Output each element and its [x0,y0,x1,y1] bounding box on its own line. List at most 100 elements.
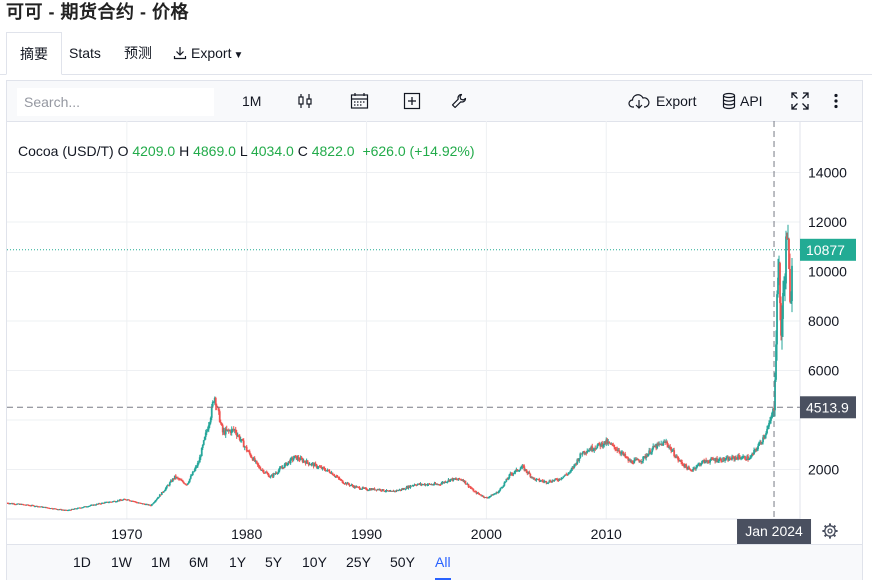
more-options-button[interactable] [833,81,839,121]
candle-body [671,450,674,452]
candle-body [772,408,774,413]
candle-body [705,459,708,462]
range-10y[interactable]: 10Y [302,554,327,570]
candle-body [766,429,768,434]
api-button[interactable]: API [722,81,763,121]
chart-type-button[interactable] [296,81,314,121]
candle-body [394,490,397,492]
range-all[interactable]: All [435,545,451,580]
tab-export[interactable]: Export ▼ [173,32,243,74]
candle-body [36,505,38,507]
candle-body [492,494,495,496]
candle-body [185,484,188,486]
range-6m[interactable]: 6M [189,554,209,570]
candle-body [501,486,504,488]
candle-body [143,503,146,505]
cloud-download-icon [628,94,650,109]
candle-body [356,486,359,488]
candle-body [265,472,268,474]
range-5y[interactable]: 5Y [265,554,283,570]
candle-body [159,494,162,496]
candle-body [788,238,790,269]
candle-body [328,470,331,473]
search-input[interactable] [17,88,214,116]
candle-body [748,459,750,461]
candle-body [493,493,496,495]
candle-body [374,489,377,491]
range-1d[interactable]: 1D [73,554,91,570]
candle-body [319,466,322,468]
crosshair-date-label: Jan 2024 [745,523,803,539]
export-button[interactable]: Export [628,81,696,121]
interval-button[interactable]: 1M [242,93,262,109]
candle-body [463,480,466,482]
candle-body [296,457,299,460]
candle-body [758,442,760,446]
candle-body [578,458,581,461]
candle-body [584,452,587,454]
range-25y[interactable]: 25Y [346,554,371,570]
range-1m[interactable]: 1M [151,554,171,570]
candle-body [107,502,110,504]
candle-body [277,470,280,473]
candle-body [113,501,116,503]
candle-body [582,451,585,454]
candle-body [56,508,58,510]
candle-body [271,474,274,477]
candle-body [305,460,308,464]
candle-body [244,446,247,448]
tab-summary[interactable]: 摘要 [6,32,62,75]
legend-high-value: 4869.0 [193,143,236,159]
candle-body [275,473,278,475]
candle-body [466,483,469,485]
chart-settings-gear-icon[interactable] [822,523,838,539]
candle-body [714,459,716,462]
candle-body [426,484,429,486]
candle-body [382,489,385,491]
add-indicator-button[interactable] [403,81,421,121]
price-chart[interactable]: 14000 12000 10000 8000 6000 2000 1970 1980 1990 2… [7,121,862,544]
crosshair-price-badge [800,396,856,419]
candle-body [440,483,443,485]
tab-stats[interactable]: Stats [69,32,101,74]
range-1w[interactable]: 1W [111,554,132,570]
candle-body [168,482,171,486]
candle-body [554,478,557,480]
candle-body [661,443,664,446]
candle-body [311,463,314,465]
candle-body [86,506,89,508]
candle-body [574,463,577,465]
candle-body [14,504,16,506]
candle-body [770,418,772,421]
range-50y[interactable]: 50Y [390,554,415,570]
candle-body [581,453,584,455]
fullscreen-button[interactable] [790,81,810,121]
candle-body [268,476,271,478]
candle-body [301,459,304,462]
candle-body [780,303,782,336]
candle-body [180,480,183,482]
candle-body [476,492,479,494]
range-1y[interactable]: 1Y [229,554,247,570]
candle-body [534,478,537,481]
candle-body [717,461,719,463]
tab-forecast[interactable]: 预测 [124,32,152,74]
candle-body [549,480,552,482]
candle-body [700,463,703,466]
candle-body [358,487,361,489]
date-range-button[interactable] [350,81,369,121]
candle-body [125,499,128,501]
candle-body [531,476,534,479]
chart-toolbar: 1M Export API [7,81,862,122]
settings-tools-button[interactable] [450,81,468,121]
candle-body [406,486,409,489]
candle-body [647,453,650,457]
candle-body [536,478,539,480]
candle-body [614,447,617,450]
candle-body [162,491,165,493]
candle-body [270,474,273,477]
candle-body [596,445,599,449]
candle-body [289,458,292,464]
candle-body [410,485,413,487]
candle-body [360,488,363,490]
